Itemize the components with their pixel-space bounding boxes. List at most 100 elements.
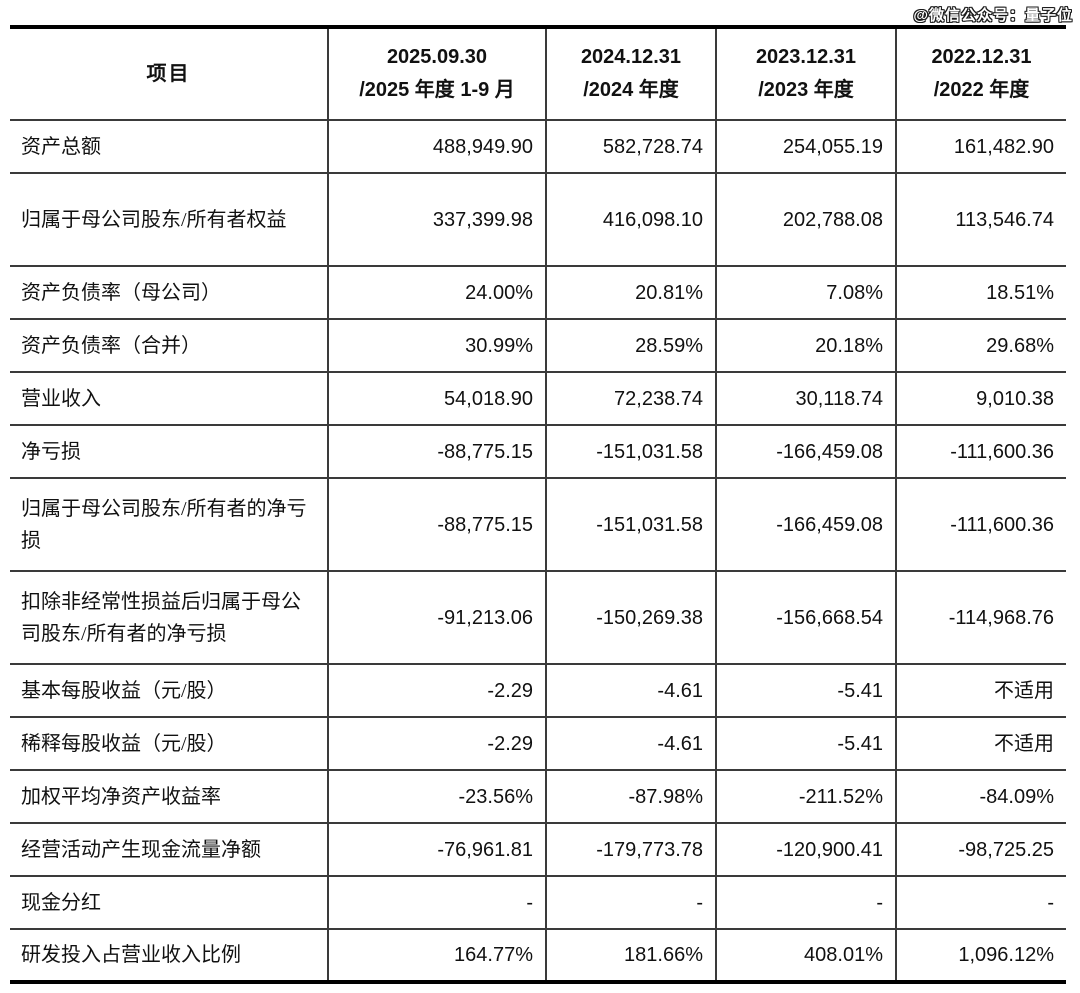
cell-value: 20.81% — [545, 265, 717, 320]
cell-value: -166,459.08 — [715, 477, 897, 572]
row-label: 经营活动产生现金流量净额 — [10, 822, 329, 877]
header-row: 项目 2025.09.30 /2025 年度 1-9 月 2024.12.31 … — [10, 26, 1066, 121]
period-span: /2025 年度 1-9 月 — [359, 79, 515, 101]
row-label: 归属于母公司股东/所有者权益 — [10, 172, 329, 267]
row-label: 研发投入占营业收入比例 — [10, 928, 329, 983]
period-date: 2024.12.31 — [580, 46, 682, 68]
row-label: 加权平均净资产收益率 — [10, 769, 329, 824]
watermark: @微信公众号：量子位 — [913, 7, 1073, 24]
cell-value: 164.77% — [327, 928, 547, 983]
table-row: 基本每股收益（元/股） -2.29 -4.61 -5.41 不适用 — [10, 663, 1066, 718]
col-header-item: 项目 — [10, 26, 329, 121]
table-row: 净亏损 -88,775.15 -151,031.58 -166,459.08 -111,… — [10, 424, 1066, 479]
cell-value: -151,031.58 — [545, 424, 717, 479]
col-header-period-2022: 2022.12.31 /2022 年度 — [895, 26, 1066, 121]
table-row: 资产总额 488,949.90 582,728.74 254,055.19 161,48… — [10, 119, 1066, 174]
table-row: 资产负债率（母公司） 24.00% 20.81% 7.08% 18.51% — [10, 265, 1066, 320]
cell-value: -166,459.08 — [715, 424, 897, 479]
cell-value: 不适用 — [895, 716, 1066, 771]
cell-value: - — [545, 875, 717, 930]
cell-value: 7.08% — [715, 265, 897, 320]
table-row: 稀释每股收益（元/股） -2.29 -4.61 -5.41 不适用 — [10, 716, 1066, 771]
cell-value: 54,018.90 — [327, 371, 547, 426]
cell-value: -4.61 — [545, 716, 717, 771]
row-label: 现金分红 — [10, 875, 329, 930]
period-span: /2022 年度 — [933, 79, 1030, 101]
cell-value: -23.56% — [327, 769, 547, 824]
cell-value: -120,900.41 — [715, 822, 897, 877]
cell-value: - — [715, 875, 897, 930]
col-header-period-2025: 2025.09.30 /2025 年度 1-9 月 — [327, 26, 547, 121]
cell-value: 582,728.74 — [545, 119, 717, 174]
cell-value: -150,269.38 — [545, 570, 717, 665]
cell-value: -2.29 — [327, 716, 547, 771]
cell-value: -111,600.36 — [895, 477, 1066, 572]
table-row: 归属于母公司股东/所有者的净亏损 -88,775.15 -151,031.58 -16… — [10, 477, 1066, 572]
cell-value: 408.01% — [715, 928, 897, 983]
cell-value: 161,482.90 — [895, 119, 1066, 174]
cell-value: -111,600.36 — [895, 424, 1066, 479]
cell-value: -2.29 — [327, 663, 547, 718]
cell-value: 29.68% — [895, 318, 1066, 373]
row-label: 净亏损 — [10, 424, 329, 479]
financial-summary-table: 项目 2025.09.30 /2025 年度 1-9 月 2024.12.31 … — [10, 25, 1066, 984]
table-body: 资产总额 488,949.90 582,728.74 254,055.19 161,48… — [10, 119, 1066, 983]
cell-value: -5.41 — [715, 716, 897, 771]
table-row: 研发投入占营业收入比例 164.77% 181.66% 408.01% 1,096.12… — [10, 928, 1066, 983]
cell-value: -84.09% — [895, 769, 1066, 824]
row-label: 稀释每股收益（元/股） — [10, 716, 329, 771]
cell-value: 254,055.19 — [715, 119, 897, 174]
cell-value: 30.99% — [327, 318, 547, 373]
table-row: 归属于母公司股东/所有者权益 337,399.98 416,098.10 202,78… — [10, 172, 1066, 267]
cell-value: -151,031.58 — [545, 477, 717, 572]
cell-value: -91,213.06 — [327, 570, 547, 665]
table-row: 营业收入 54,018.90 72,238.74 30,118.74 9,010.38 — [10, 371, 1066, 426]
cell-value: -88,775.15 — [327, 424, 547, 479]
row-label: 基本每股收益（元/股） — [10, 663, 329, 718]
cell-value: 不适用 — [895, 663, 1066, 718]
cell-value: 24.00% — [327, 265, 547, 320]
cell-value: 202,788.08 — [715, 172, 897, 267]
cell-value: 72,238.74 — [545, 371, 717, 426]
col-header-period-2023: 2023.12.31 /2023 年度 — [715, 26, 897, 121]
cell-value: 18.51% — [895, 265, 1066, 320]
cell-value: 28.59% — [545, 318, 717, 373]
row-label: 扣除非经常性损益后归属于母公司股东/所有者的净亏损 — [10, 570, 329, 665]
table-row: 现金分红 - - - - — [10, 875, 1066, 930]
table-row: 加权平均净资产收益率 -23.56% -87.98% -211.52% -84.09% — [10, 769, 1066, 824]
row-label: 资产负债率（母公司） — [10, 265, 329, 320]
cell-value: 181.66% — [545, 928, 717, 983]
cell-value: 488,949.90 — [327, 119, 547, 174]
cell-value: 416,098.10 — [545, 172, 717, 267]
period-date: 2023.12.31 — [755, 46, 857, 68]
cell-value: - — [327, 875, 547, 930]
cell-value: -76,961.81 — [327, 822, 547, 877]
table-row: 扣除非经常性损益后归属于母公司股东/所有者的净亏损 -91,213.06 -150,… — [10, 570, 1066, 665]
cell-value: -4.61 — [545, 663, 717, 718]
period-span: /2023 年度 — [758, 79, 854, 101]
cell-value: 30,118.74 — [715, 371, 897, 426]
table-row: 资产负债率（合并） 30.99% 28.59% 20.18% 29.68% — [10, 318, 1066, 373]
cell-value: 9,010.38 — [895, 371, 1066, 426]
period-span: /2024 年度 — [583, 79, 679, 101]
period-date: 2025.09.30 — [386, 46, 488, 68]
cell-value: -88,775.15 — [327, 477, 547, 572]
cell-value: -114,968.76 — [895, 570, 1066, 665]
row-label: 营业收入 — [10, 371, 329, 426]
col-header-period-2024: 2024.12.31 /2024 年度 — [545, 26, 717, 121]
cell-value: -98,725.25 — [895, 822, 1066, 877]
row-label: 归属于母公司股东/所有者的净亏损 — [10, 477, 329, 572]
cell-value: -179,773.78 — [545, 822, 717, 877]
period-date: 2022.12.31 — [931, 46, 1032, 68]
row-label: 资产总额 — [10, 119, 329, 174]
cell-value: -211.52% — [715, 769, 897, 824]
cell-value: -5.41 — [715, 663, 897, 718]
cell-value: 113,546.74 — [895, 172, 1066, 267]
cell-value: 20.18% — [715, 318, 897, 373]
cell-value: -156,668.54 — [715, 570, 897, 665]
cell-value: - — [895, 875, 1066, 930]
table-row: 经营活动产生现金流量净额 -76,961.81 -179,773.78 -120,90… — [10, 822, 1066, 877]
cell-value: 337,399.98 — [327, 172, 547, 267]
cell-value: -87.98% — [545, 769, 717, 824]
